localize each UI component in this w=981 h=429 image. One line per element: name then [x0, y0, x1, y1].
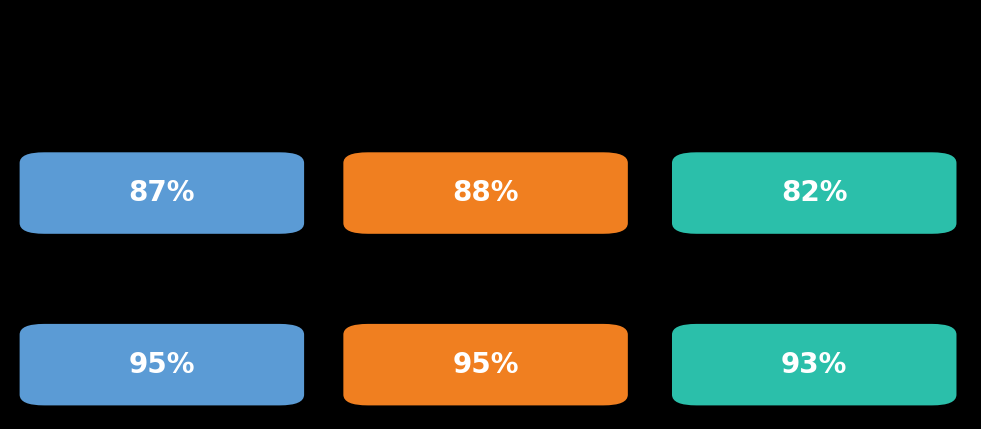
FancyBboxPatch shape: [343, 152, 628, 234]
FancyBboxPatch shape: [672, 324, 956, 405]
Text: 87%: 87%: [129, 179, 195, 207]
Text: 95%: 95%: [129, 350, 195, 379]
Text: 82%: 82%: [781, 179, 848, 207]
Text: 88%: 88%: [452, 179, 519, 207]
FancyBboxPatch shape: [672, 152, 956, 234]
FancyBboxPatch shape: [343, 324, 628, 405]
Text: 95%: 95%: [452, 350, 519, 379]
Text: 93%: 93%: [781, 350, 848, 379]
FancyBboxPatch shape: [20, 152, 304, 234]
FancyBboxPatch shape: [20, 324, 304, 405]
